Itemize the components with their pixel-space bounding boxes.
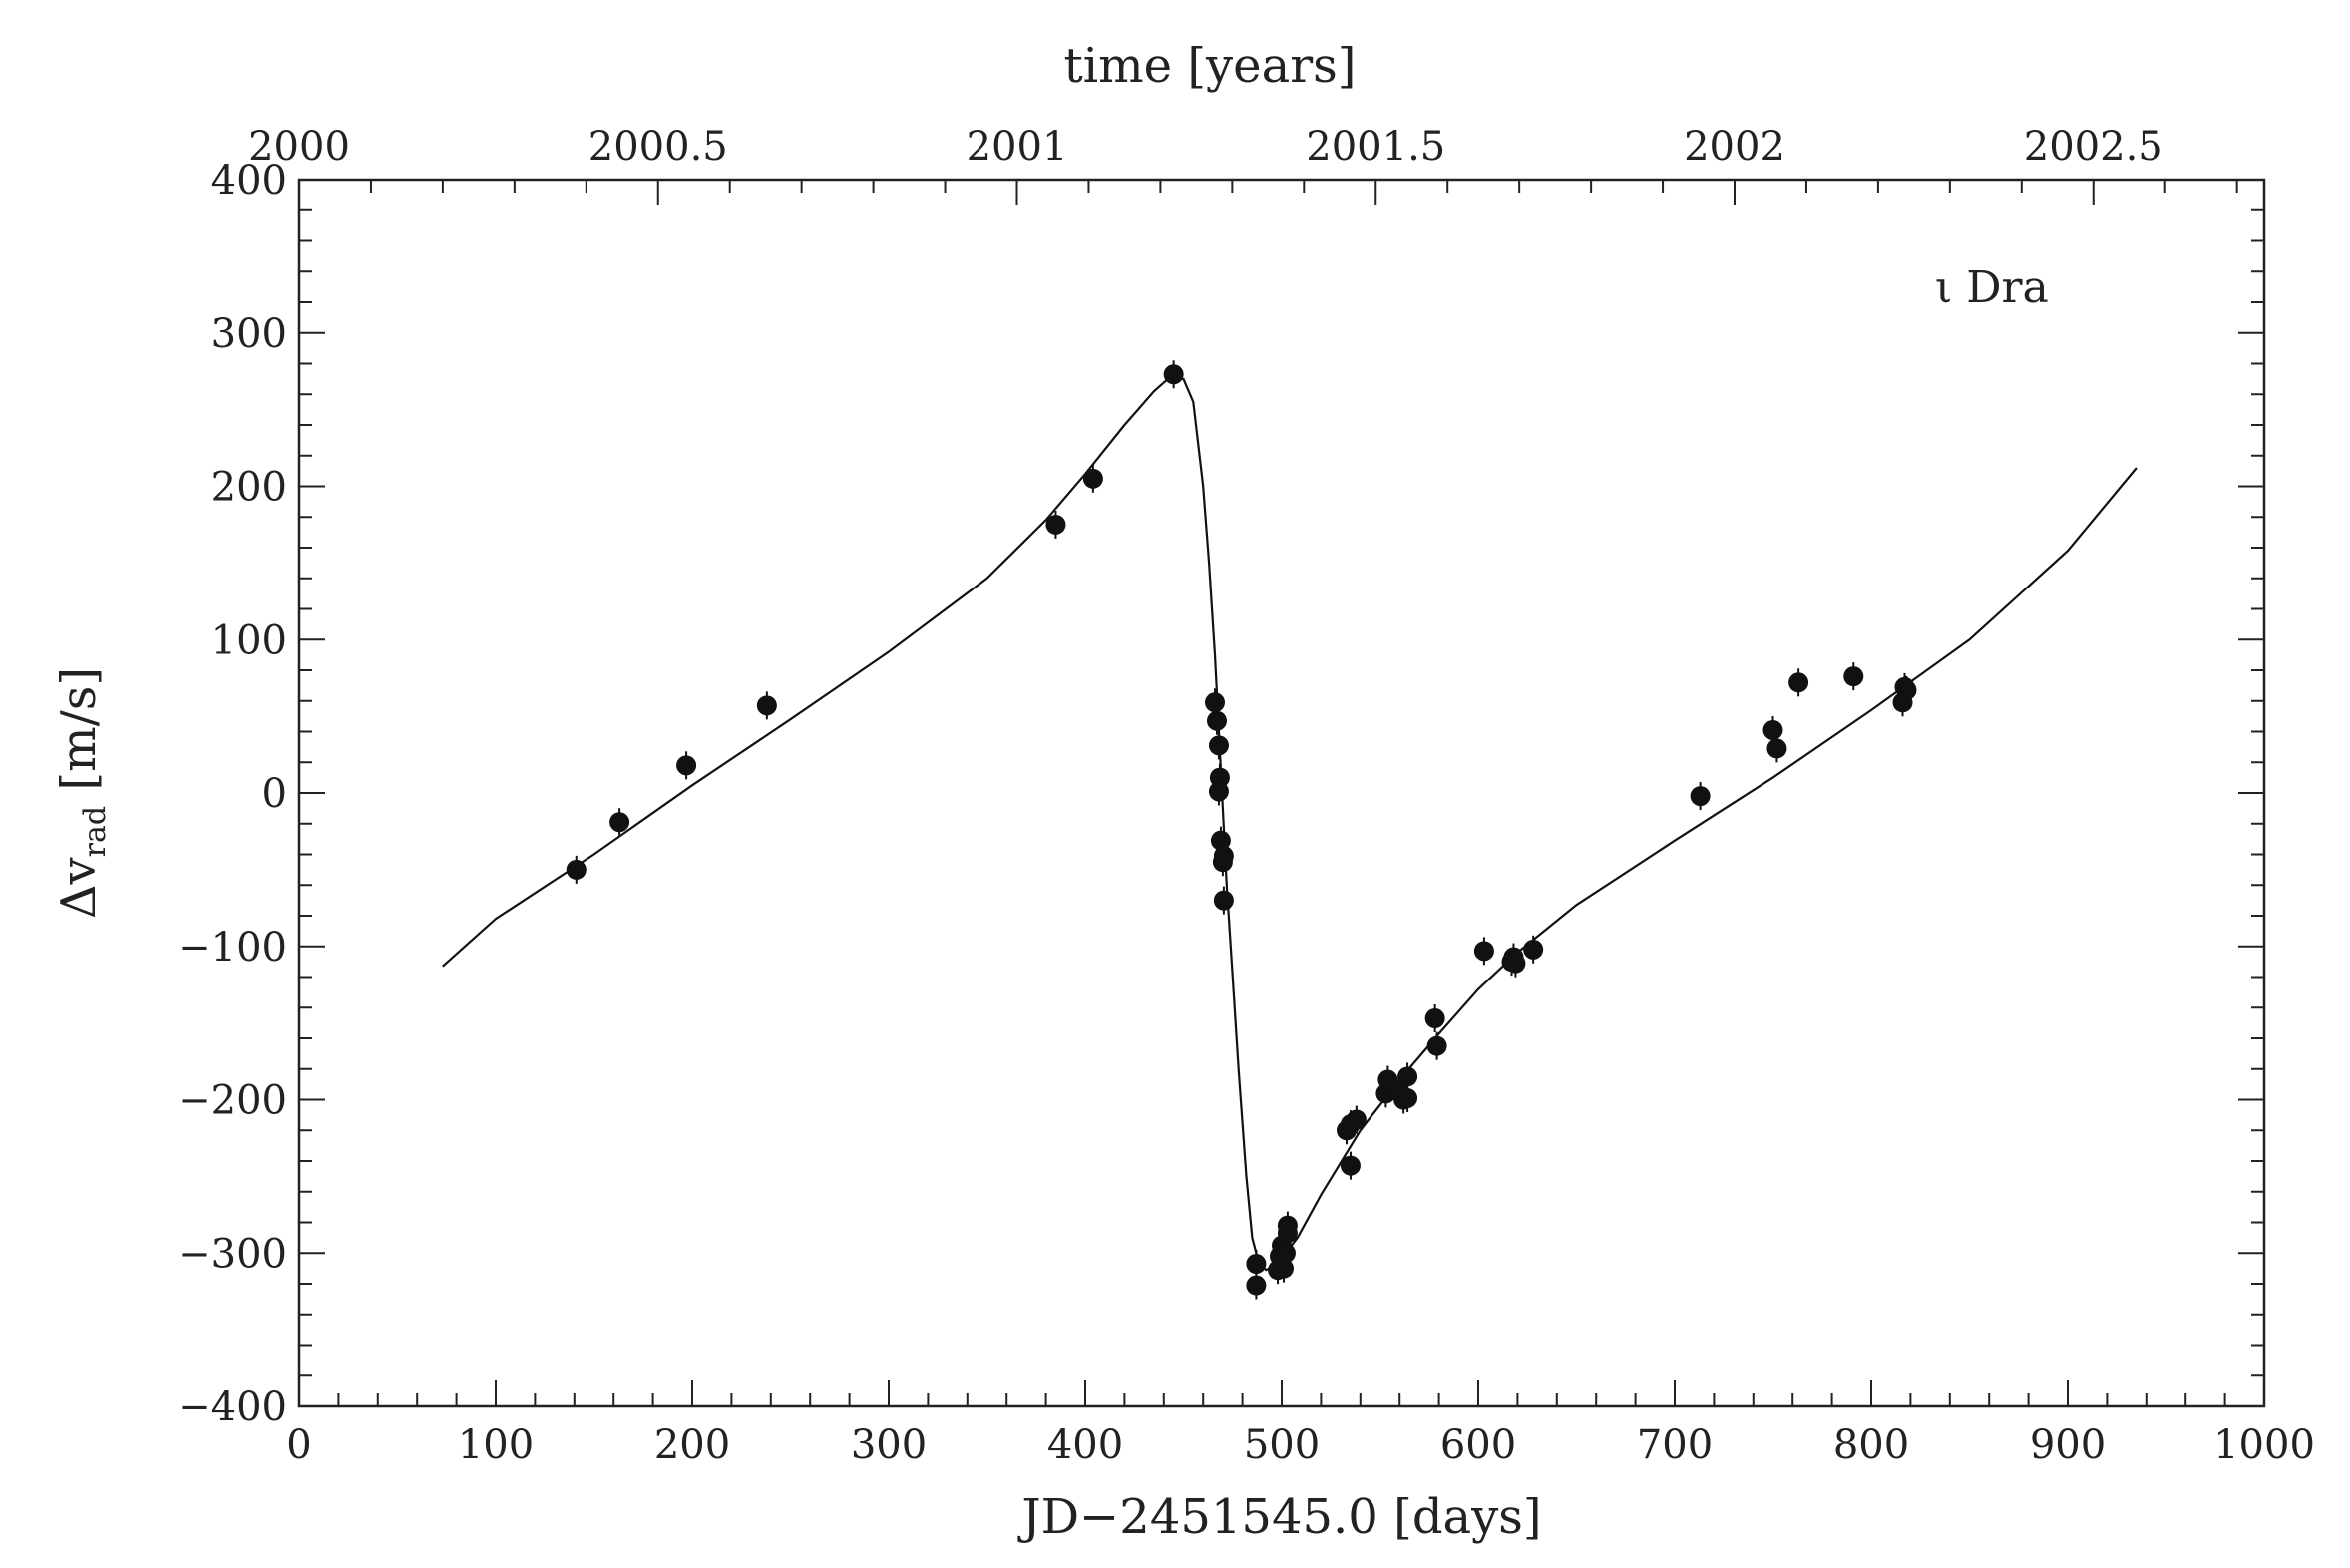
data-points [566,360,1917,1300]
data-point [676,755,697,776]
data-point [1205,692,1226,713]
x-axis-title: JD−2451545.0 [days] [1016,1489,1541,1545]
data-point [1277,1215,1298,1236]
data-point [1340,1155,1361,1176]
star-name-annotation: ι Dra [1935,262,2049,313]
data-point [1766,738,1787,759]
plot-frame [297,178,2266,1408]
x2-tick-label: 2000 [248,124,350,170]
data-point [566,859,587,880]
x-tick-label: 700 [1637,1422,1713,1468]
data-point [1275,1243,1296,1264]
data-point [1246,1254,1267,1275]
data-point [1523,939,1544,960]
x-tick-label: 800 [1833,1422,1909,1468]
x-tick-label: 200 [654,1422,730,1468]
data-point [1505,953,1526,974]
y-axis-title: Δvrad [m/s] [51,667,113,919]
data-point [1210,830,1231,851]
x-tick-label: 500 [1244,1422,1320,1468]
data-point [1346,1109,1367,1130]
y-tick-label: 300 [211,311,287,357]
x2-tick-label: 2001 [967,124,1068,170]
data-point [1208,735,1229,756]
x2-tick-label: 2001.5 [1306,124,1445,170]
x-tick-label: 0 [286,1422,311,1468]
orbit-fit-curve [442,376,2138,1272]
data-point [1246,1275,1267,1296]
data-point [1273,1258,1294,1279]
data-point [609,812,630,833]
x-tick-label: 100 [458,1422,534,1468]
x-tick-label: 300 [851,1422,927,1468]
y-tick-label: −200 [178,1078,287,1124]
y-tick-label: −400 [178,1384,287,1430]
data-point [756,695,777,716]
y-tick-label: −300 [178,1231,287,1277]
x2-axis-title: time [years] [1064,38,1357,94]
x-tick-label: 600 [1440,1422,1516,1468]
x2-tick-label: 2000.5 [588,124,728,170]
data-point [1208,781,1229,802]
data-point [1843,666,1864,687]
axis-ticks [298,179,2265,1407]
y-axis-title-main: Δv [51,857,107,919]
data-point [1045,514,1066,535]
data-point [1690,786,1711,807]
data-point [1426,1035,1447,1056]
data-point [1896,679,1917,700]
y-tick-label: 100 [211,617,287,663]
x2-tick-label: 2002 [1684,124,1785,170]
data-point [1213,890,1234,911]
y-tick-label: 0 [262,771,287,817]
data-point [1206,710,1227,731]
x2-tick-label: 2002.5 [2024,124,2163,170]
data-point [1397,1066,1418,1087]
x-tick-label: 1000 [2213,1422,2315,1468]
data-point [1163,364,1184,385]
x-tick-label: 900 [2030,1422,2106,1468]
data-point [1424,1008,1445,1029]
y-tick-label: −100 [178,925,287,971]
data-point [1082,468,1103,489]
data-point [1213,846,1234,867]
y-tick-label: 200 [211,465,287,511]
data-point [1788,672,1809,693]
data-point [1397,1087,1418,1108]
data-point [1762,719,1783,740]
x-tick-label: 400 [1047,1422,1123,1468]
y-axis-title-subscript: rad [78,806,113,857]
data-point [1473,941,1494,962]
y-tick-label: 400 [211,158,287,203]
y-axis-title-unit: [m/s] [51,667,107,806]
